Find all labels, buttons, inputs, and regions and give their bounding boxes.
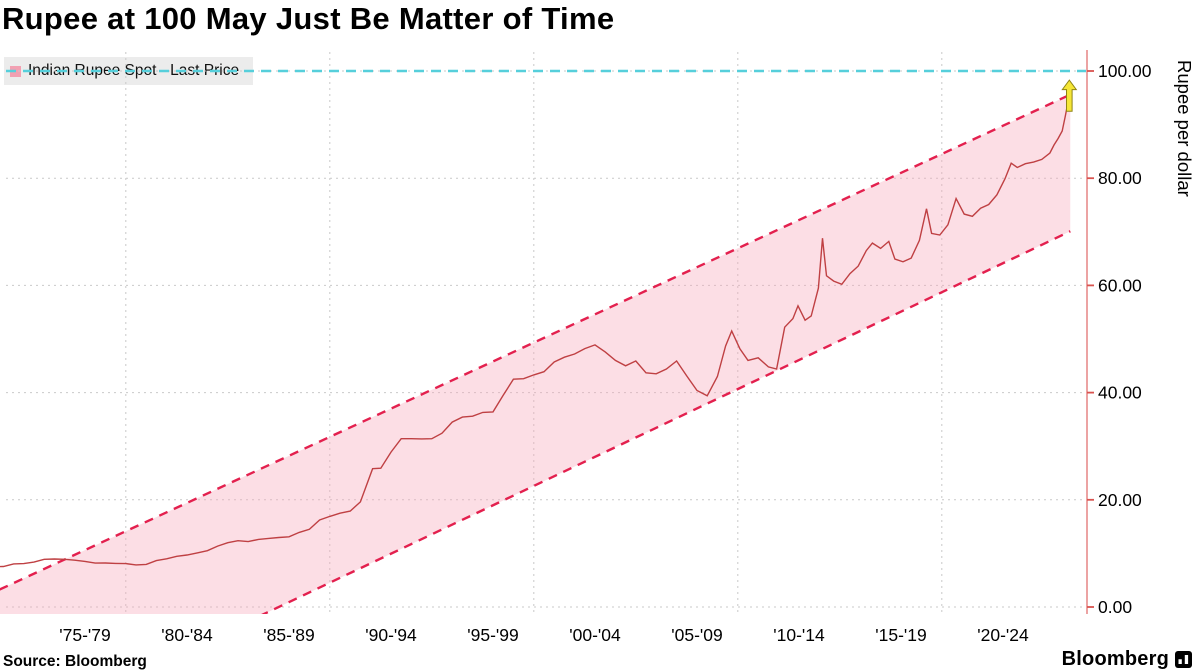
price-line — [0, 105, 1068, 568]
x-tick-label: '20-'24 — [977, 625, 1029, 645]
bloomberg-logo: Bloomberg — [1062, 648, 1192, 671]
x-tick-label: '05-'09 — [671, 625, 722, 645]
upper-trendline — [0, 93, 1071, 591]
y-tick-label: 20.00 — [1098, 490, 1142, 510]
y-tick-label: 40.00 — [1098, 383, 1142, 403]
legend: Indian Rupee Spot - Last Price — [4, 57, 254, 85]
up-arrow-icon — [1061, 79, 1078, 112]
trend-channel-fill — [0, 94, 1071, 614]
y-tick-label: 0.00 — [1098, 597, 1132, 617]
bloomberg-wordmark: Bloomberg — [1061, 648, 1169, 670]
lower-trendline — [261, 230, 1071, 614]
source-note: Source: Bloomberg — [3, 653, 147, 670]
y-tick-label: 80.00 — [1098, 168, 1142, 188]
x-tick-label: '00-'04 — [569, 625, 621, 645]
x-tick-label: '90-'94 — [365, 625, 417, 645]
x-tick-label: '75-'79 — [59, 625, 110, 645]
legend-swatch-icon — [10, 65, 21, 77]
y-tick-label: 100.00 — [1098, 61, 1152, 81]
y-axis-title: Rupee per dollar — [1174, 60, 1195, 197]
bloomberg-icon — [1175, 651, 1192, 668]
legend-label: Indian Rupee Spot - Last Price — [28, 62, 240, 79]
chart-title: Rupee at 100 May Just Be Matter of Time — [2, 1, 615, 36]
x-tick-label: '10-'14 — [773, 625, 825, 645]
x-tick-label: '95-'99 — [467, 625, 518, 645]
x-tick-label: '80-'84 — [161, 625, 213, 645]
x-tick-label: '15-'19 — [875, 625, 926, 645]
x-tick-label: '85-'89 — [263, 625, 314, 645]
y-tick-label: 60.00 — [1098, 275, 1142, 295]
